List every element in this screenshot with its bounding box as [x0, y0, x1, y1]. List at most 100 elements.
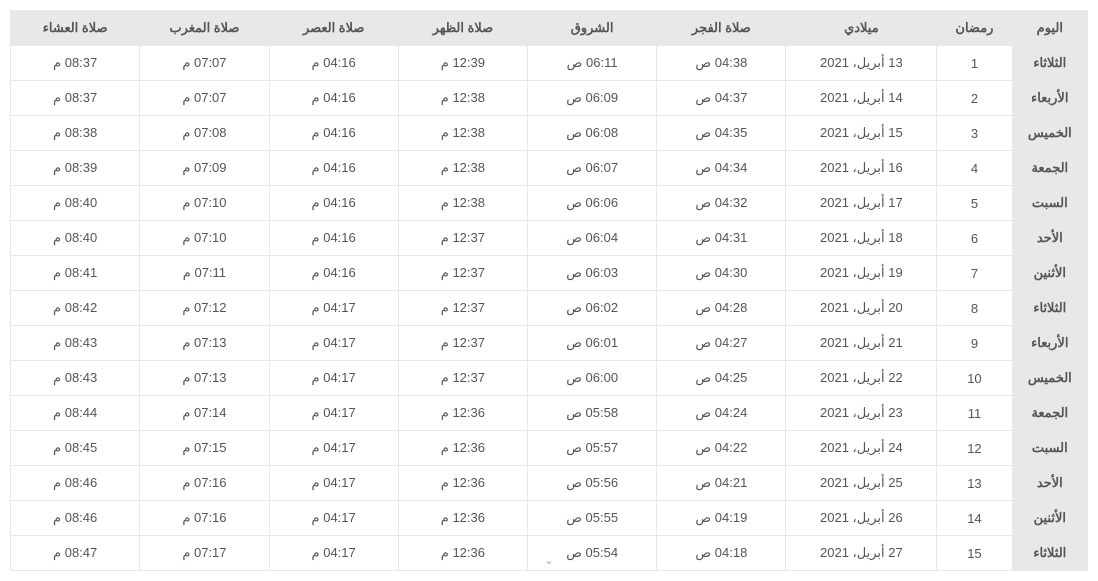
cell-fajr: 04:32 ص	[657, 186, 786, 221]
cell-isha: 08:43 م	[11, 361, 140, 396]
cell-maghrib: 07:16 م	[140, 466, 269, 501]
cell-date: 16 أبريل، 2021	[786, 151, 937, 186]
cell-date: 23 أبريل، 2021	[786, 396, 937, 431]
cell-maghrib: 07:07 م	[140, 46, 269, 81]
cell-maghrib: 07:14 م	[140, 396, 269, 431]
cell-dhuhr: 12:37 م	[398, 221, 527, 256]
cell-maghrib: 07:09 م	[140, 151, 269, 186]
cell-date: 20 أبريل، 2021	[786, 291, 937, 326]
cell-dhuhr: 12:37 م	[398, 291, 527, 326]
cell-isha: 08:46 م	[11, 466, 140, 501]
cell-ramadan: 11	[937, 396, 1012, 431]
cell-ramadan: 4	[937, 151, 1012, 186]
col-header-fajr: صلاة الفجر	[657, 11, 786, 46]
table-row: الثلاثاء820 أبريل، 202104:28 ص06:02 ص12:…	[11, 291, 1088, 326]
col-header-dhuhr: صلاة الظهر	[398, 11, 527, 46]
cell-shuruq: 06:00 ص	[528, 361, 657, 396]
cell-ramadan: 12	[937, 431, 1012, 466]
cell-dhuhr: 12:38 م	[398, 151, 527, 186]
cell-asr: 04:17 م	[269, 396, 398, 431]
col-header-ramadan: رمضان	[937, 11, 1012, 46]
cell-date: 19 أبريل، 2021	[786, 256, 937, 291]
cell-fajr: 04:19 ص	[657, 501, 786, 536]
cell-isha: 08:37 م	[11, 46, 140, 81]
cell-isha: 08:46 م	[11, 501, 140, 536]
cell-day: الخميس	[1012, 361, 1087, 396]
chevron-down-icon: ⌄	[544, 554, 553, 567]
cell-shuruq: 05:56 ص	[528, 466, 657, 501]
cell-asr: 04:16 م	[269, 256, 398, 291]
cell-maghrib: 07:10 م	[140, 186, 269, 221]
cell-date: 24 أبريل، 2021	[786, 431, 937, 466]
cell-date: 26 أبريل، 2021	[786, 501, 937, 536]
cell-date: 15 أبريل، 2021	[786, 116, 937, 151]
cell-date: 21 أبريل، 2021	[786, 326, 937, 361]
cell-maghrib: 07:13 م	[140, 326, 269, 361]
table-row: الأحد618 أبريل، 202104:31 ص06:04 ص12:37 …	[11, 221, 1088, 256]
cell-dhuhr: 12:36 م	[398, 501, 527, 536]
cell-fajr: 04:18 ص	[657, 536, 786, 571]
cell-day: الجمعة	[1012, 151, 1087, 186]
cell-ramadan: 6	[937, 221, 1012, 256]
cell-asr: 04:17 م	[269, 291, 398, 326]
table-row: الجمعة416 أبريل، 202104:34 ص06:07 ص12:38…	[11, 151, 1088, 186]
cell-day: الأحد	[1012, 466, 1087, 501]
prayer-times-container: اليوم رمضان ميلادي صلاة الفجر الشروق صلا…	[10, 10, 1088, 571]
col-header-isha: صلاة العشاء	[11, 11, 140, 46]
cell-maghrib: 07:10 م	[140, 221, 269, 256]
cell-maghrib: 07:07 م	[140, 81, 269, 116]
cell-shuruq: 06:06 ص	[528, 186, 657, 221]
table-row: الجمعة1123 أبريل، 202104:24 ص05:58 ص12:3…	[11, 396, 1088, 431]
cell-date: 27 أبريل، 2021	[786, 536, 937, 571]
cell-day: الثلاثاء	[1012, 536, 1087, 571]
cell-isha: 08:47 م	[11, 536, 140, 571]
cell-day: الأحد	[1012, 221, 1087, 256]
cell-isha: 08:39 م	[11, 151, 140, 186]
cell-dhuhr: 12:38 م	[398, 81, 527, 116]
cell-shuruq: 06:09 ص	[528, 81, 657, 116]
cell-date: 18 أبريل، 2021	[786, 221, 937, 256]
cell-asr: 04:17 م	[269, 431, 398, 466]
cell-day: الأربعاء	[1012, 81, 1087, 116]
cell-isha: 08:42 م	[11, 291, 140, 326]
cell-ramadan: 10	[937, 361, 1012, 396]
table-row: السبت1224 أبريل، 202104:22 ص05:57 ص12:36…	[11, 431, 1088, 466]
cell-maghrib: 07:12 م	[140, 291, 269, 326]
cell-fajr: 04:35 ص	[657, 116, 786, 151]
cell-shuruq: 06:11 ص	[528, 46, 657, 81]
cell-fajr: 04:27 ص	[657, 326, 786, 361]
cell-isha: 08:44 م	[11, 396, 140, 431]
table-row: الأثنين719 أبريل، 202104:30 ص06:03 ص12:3…	[11, 256, 1088, 291]
cell-ramadan: 8	[937, 291, 1012, 326]
cell-dhuhr: 12:36 م	[398, 536, 527, 571]
cell-isha: 08:45 م	[11, 431, 140, 466]
col-header-maghrib: صلاة المغرب	[140, 11, 269, 46]
cell-fajr: 04:34 ص	[657, 151, 786, 186]
cell-date: 25 أبريل، 2021	[786, 466, 937, 501]
cell-dhuhr: 12:38 م	[398, 186, 527, 221]
cell-asr: 04:16 م	[269, 221, 398, 256]
col-header-day: اليوم	[1012, 11, 1087, 46]
cell-dhuhr: 12:37 م	[398, 361, 527, 396]
cell-isha: 08:43 م	[11, 326, 140, 361]
table-row: الأربعاء921 أبريل، 202104:27 ص06:01 ص12:…	[11, 326, 1088, 361]
cell-shuruq: 05:55 ص	[528, 501, 657, 536]
cell-day: السبت	[1012, 186, 1087, 221]
cell-shuruq: 06:01 ص	[528, 326, 657, 361]
cell-shuruq: 05:57 ص	[528, 431, 657, 466]
cell-fajr: 04:25 ص	[657, 361, 786, 396]
cell-asr: 04:16 م	[269, 46, 398, 81]
cell-day: الأربعاء	[1012, 326, 1087, 361]
cell-date: 17 أبريل، 2021	[786, 186, 937, 221]
cell-isha: 08:37 م	[11, 81, 140, 116]
cell-ramadan: 2	[937, 81, 1012, 116]
cell-isha: 08:38 م	[11, 116, 140, 151]
table-row: الخميس1022 أبريل، 202104:25 ص06:00 ص12:3…	[11, 361, 1088, 396]
cell-fajr: 04:37 ص	[657, 81, 786, 116]
cell-ramadan: 14	[937, 501, 1012, 536]
cell-fajr: 04:24 ص	[657, 396, 786, 431]
cell-maghrib: 07:13 م	[140, 361, 269, 396]
cell-day: الأثنين	[1012, 501, 1087, 536]
cell-dhuhr: 12:36 م	[398, 466, 527, 501]
cell-shuruq: 06:02 ص	[528, 291, 657, 326]
